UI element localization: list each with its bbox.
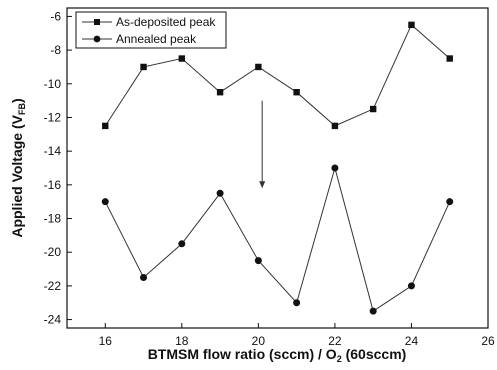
x-axis-title: BTMSM flow ratio (sccm) / O2 (60sccm) — [148, 346, 407, 364]
data-point-circle — [293, 299, 301, 307]
legend: As-deposited peak Annealed peak — [75, 11, 227, 49]
plot-frame — [66, 7, 489, 329]
data-point-square — [178, 55, 186, 62]
data-point-square — [102, 122, 109, 130]
y-axis-title-tail: ) — [9, 98, 25, 103]
y-axis-title-subscript: FB — [17, 103, 27, 115]
y-tick-label: -18 — [44, 212, 62, 226]
annotation-layer — [259, 100, 266, 189]
x-tick-label: 18 — [175, 334, 189, 348]
data-point-circle — [369, 307, 377, 315]
series-line-0 — [104, 24, 451, 127]
y-tick-label: -22 — [44, 279, 62, 293]
x-tick-label: 24 — [405, 334, 419, 348]
data-point-circle — [216, 189, 224, 197]
legend-box — [75, 11, 227, 49]
x-axis-title-main: BTMSM flow ratio (sccm) / O — [148, 346, 337, 362]
y-tick-label: -8 — [50, 43, 61, 57]
y-tick-label: -6 — [50, 9, 61, 23]
y-tick-label: -24 — [44, 313, 62, 327]
data-point-circle — [331, 164, 339, 172]
x-tick-label: 26 — [481, 334, 495, 348]
legend-marker-as-deposited — [94, 19, 100, 25]
y-tick-label: -10 — [44, 77, 62, 91]
data-point-circle — [101, 198, 109, 206]
data-point-circle — [178, 240, 186, 248]
data-point-square — [293, 89, 300, 96]
data-point-square — [140, 63, 147, 71]
y-axis-title: Applied Voltage (VFB) — [9, 98, 27, 237]
x-axis-title-tail: (60sccm) — [342, 346, 407, 362]
x-tick-label: 16 — [99, 334, 113, 348]
y-tick-label: -20 — [44, 245, 62, 259]
data-point-circle — [407, 282, 415, 290]
data-point-square — [446, 55, 453, 62]
y-tick-label: -12 — [44, 110, 62, 124]
x-axis-title-subscript: 2 — [337, 354, 342, 364]
legend-label-as-deposited: As-deposited peak — [116, 15, 216, 29]
data-point-circle — [140, 273, 148, 281]
legend-marker-annealed — [93, 35, 101, 43]
y-axis-title-main: Applied Voltage (V — [9, 114, 25, 237]
y-tick-label: -16 — [44, 178, 62, 192]
data-point-square — [369, 105, 377, 113]
arrow-head — [259, 181, 266, 189]
x-tick-label: 20 — [252, 334, 266, 348]
axis-ticks: 16 18 20 22 24 26 -6 -8 -10 -12 -14 -16 -18 -20 -22 -24 — [44, 9, 495, 348]
data-point-circle — [446, 198, 454, 206]
data-point-square — [216, 89, 224, 96]
data-point-square — [408, 21, 415, 29]
data-point-square — [331, 122, 339, 130]
series-line-1 — [104, 166, 451, 312]
legend-label-annealed: Annealed peak — [116, 32, 197, 46]
data-point-circle — [254, 257, 262, 265]
series-layer — [101, 21, 454, 315]
data-point-square — [255, 63, 262, 71]
x-tick-label: 22 — [328, 334, 342, 348]
y-tick-label: -14 — [44, 144, 62, 158]
